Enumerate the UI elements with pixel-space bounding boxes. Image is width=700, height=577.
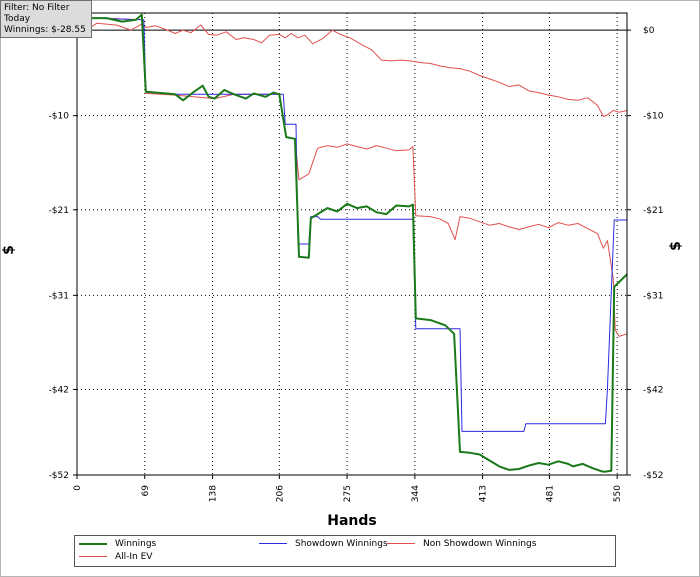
legend-label: All-In EV bbox=[115, 552, 153, 562]
plot-border bbox=[76, 12, 628, 476]
grid-layer bbox=[77, 13, 627, 475]
x-tick-label: 413 bbox=[479, 485, 489, 502]
legend-swatch bbox=[259, 543, 287, 544]
x-tick-label: 0 bbox=[73, 485, 83, 491]
y-axis-label-left: $ bbox=[1, 245, 17, 255]
x-tick-label: 550 bbox=[613, 485, 623, 502]
series-line-all-in-ev bbox=[76, 14, 628, 337]
x-tick-label: 481 bbox=[545, 485, 555, 502]
legend-swatch bbox=[387, 543, 415, 544]
series-line-winnings bbox=[77, 13, 628, 473]
filter-label: Filter: No Filter bbox=[4, 3, 70, 13]
series-line-non-showdown-winnings bbox=[77, 22, 628, 117]
y-axis-label-right: $ bbox=[668, 241, 684, 251]
x-tick-label: 69 bbox=[141, 485, 151, 497]
y-tick-label-right: -$42 bbox=[643, 385, 663, 395]
winnings-summary: Winnings: $-28.55 bbox=[4, 25, 86, 35]
y-tick-label-right: -$52 bbox=[643, 471, 663, 481]
series-layer bbox=[76, 13, 628, 473]
y-tick-label-left: -$42 bbox=[49, 385, 69, 395]
legend-swatch bbox=[79, 556, 107, 557]
date-range-label: Today bbox=[4, 14, 31, 24]
legend-item-showdown-winnings: Showdown Winnings bbox=[259, 539, 388, 549]
y-tick-label-right: -$31 bbox=[643, 291, 663, 301]
axis-layer: 0 69 138 206 275 344 413 481 550 -$10 -$21 -$31 -$42… bbox=[49, 12, 664, 502]
filter-info-box: Filter: No Filter Today Winnings: $-28.5… bbox=[0, 0, 92, 38]
x-axis-label: Hands bbox=[327, 513, 377, 529]
legend-item-all-in-ev: All-In EV bbox=[79, 552, 152, 562]
legend-swatch bbox=[79, 542, 107, 545]
y-tick-label-right: $0 bbox=[643, 26, 655, 36]
y-tick-label-left: -$10 bbox=[49, 112, 70, 122]
x-tick-label: 344 bbox=[411, 485, 421, 502]
x-tick-label: 275 bbox=[343, 485, 353, 502]
y-tick-label-right: -$10 bbox=[643, 112, 664, 122]
legend-item-non-showdown-winnings: Non Showdown Winnings bbox=[387, 539, 536, 549]
x-tick-label: 138 bbox=[209, 485, 219, 502]
y-tick-label-left: -$31 bbox=[49, 291, 69, 301]
y-tick-label-right: -$21 bbox=[643, 206, 663, 216]
series-line-showdown-winnings bbox=[76, 17, 627, 432]
legend-label: Non Showdown Winnings bbox=[423, 539, 537, 549]
legend-label: Winnings bbox=[115, 539, 157, 549]
legend-label: Showdown Winnings bbox=[295, 539, 388, 549]
chart-legend: Winnings Showdown Winnings Non Showdown … bbox=[74, 535, 616, 567]
y-tick-label-left: -$52 bbox=[49, 471, 69, 481]
x-tick-label: 206 bbox=[275, 485, 285, 502]
y-tick-label-left: -$21 bbox=[49, 206, 69, 216]
legend-item-winnings: Winnings bbox=[79, 539, 156, 549]
